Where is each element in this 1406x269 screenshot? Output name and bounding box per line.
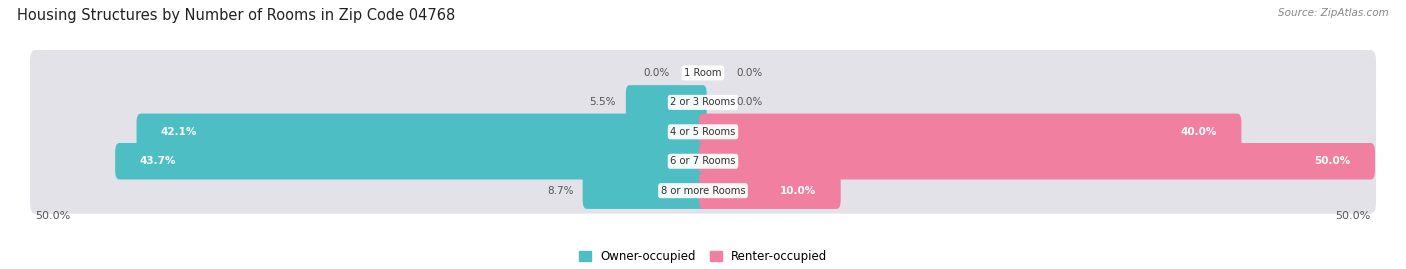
Text: 0.0%: 0.0%	[737, 68, 762, 78]
FancyBboxPatch shape	[699, 114, 1241, 150]
Text: 6 or 7 Rooms: 6 or 7 Rooms	[671, 156, 735, 166]
Text: 10.0%: 10.0%	[780, 186, 817, 196]
FancyBboxPatch shape	[136, 114, 707, 150]
Legend: Owner-occupied, Renter-occupied: Owner-occupied, Renter-occupied	[579, 250, 827, 263]
Text: 40.0%: 40.0%	[1181, 127, 1218, 137]
Text: 50.0%: 50.0%	[35, 211, 70, 221]
Text: 0.0%: 0.0%	[737, 97, 762, 107]
Text: Housing Structures by Number of Rooms in Zip Code 04768: Housing Structures by Number of Rooms in…	[17, 8, 456, 23]
Text: 4 or 5 Rooms: 4 or 5 Rooms	[671, 127, 735, 137]
FancyBboxPatch shape	[699, 172, 841, 209]
Text: 8 or more Rooms: 8 or more Rooms	[661, 186, 745, 196]
Text: 0.0%: 0.0%	[644, 68, 669, 78]
FancyBboxPatch shape	[30, 79, 1376, 125]
FancyBboxPatch shape	[699, 143, 1375, 179]
FancyBboxPatch shape	[30, 109, 1376, 155]
Text: 1 Room: 1 Room	[685, 68, 721, 78]
Text: 50.0%: 50.0%	[1315, 156, 1351, 166]
FancyBboxPatch shape	[30, 168, 1376, 214]
FancyBboxPatch shape	[115, 143, 707, 179]
Text: Source: ZipAtlas.com: Source: ZipAtlas.com	[1278, 8, 1389, 18]
FancyBboxPatch shape	[582, 172, 707, 209]
Text: 50.0%: 50.0%	[1336, 211, 1371, 221]
Text: 2 or 3 Rooms: 2 or 3 Rooms	[671, 97, 735, 107]
FancyBboxPatch shape	[30, 50, 1376, 96]
Text: 43.7%: 43.7%	[139, 156, 176, 166]
Text: 8.7%: 8.7%	[547, 186, 574, 196]
FancyBboxPatch shape	[30, 138, 1376, 184]
FancyBboxPatch shape	[626, 85, 707, 120]
Text: 42.1%: 42.1%	[160, 127, 197, 137]
Text: 5.5%: 5.5%	[589, 97, 616, 107]
